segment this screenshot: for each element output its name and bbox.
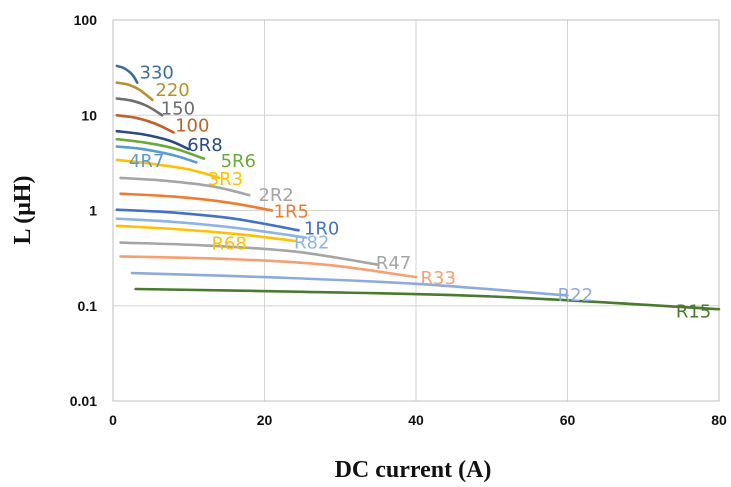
x-tick-label: 60 (560, 412, 576, 428)
series-label-2r2: 2R2 (258, 185, 293, 206)
series-line-150 (115, 97, 164, 117)
series-label-r47: R47 (376, 253, 411, 274)
series-line-r33 (119, 255, 418, 279)
x-tick-label: 40 (408, 412, 424, 428)
y-tick-label: 0.01 (70, 393, 97, 409)
series-line-r82 (115, 217, 308, 239)
series-line-1r5 (119, 192, 274, 212)
series-label-r15: R15 (676, 302, 711, 323)
series-label-6r8: 6R8 (187, 135, 222, 156)
series-label-r33: R33 (421, 268, 456, 289)
series-label-r68: R68 (211, 234, 246, 255)
series-label-1r0: 1R0 (304, 218, 339, 239)
series-label-150: 150 (161, 98, 195, 119)
series-label-r82: R82 (294, 233, 329, 254)
y-tick-label: 0.1 (78, 298, 98, 314)
series-line-5r6 (115, 137, 206, 160)
series-label-r22: R22 (558, 285, 593, 306)
x-axis-title: DC current (A) (335, 457, 492, 483)
series-line-r15 (134, 287, 721, 311)
y-tick-label: 10 (81, 107, 97, 123)
x-tick-label: 0 (109, 412, 117, 428)
series-line-r22 (130, 271, 569, 297)
y-tick-label: 1 (89, 203, 97, 219)
plot-frame (112, 19, 720, 402)
series-label-5r6: 5R6 (221, 151, 256, 172)
series-label-330: 330 (140, 63, 174, 84)
series-lines (115, 64, 721, 311)
series-line-6r8 (115, 129, 191, 151)
series-line-r47 (119, 241, 380, 266)
series-label-1r5: 1R5 (274, 201, 309, 222)
series-line-1r0 (115, 208, 300, 232)
grid-lines (112, 19, 720, 402)
x-tick-label: 20 (257, 412, 273, 428)
series-line-4r7 (115, 145, 198, 164)
series-label-3r3: 3R3 (208, 169, 243, 190)
y-axis-ticks: 0.01 0.1 1 10 100 (70, 12, 97, 409)
series-line-220 (115, 81, 154, 102)
y-axis-title: L (μH) (10, 176, 36, 245)
x-tick-label: 80 (711, 412, 727, 428)
series-line-r68 (115, 224, 297, 243)
series-line-330 (115, 64, 139, 84)
series-line-3r3 (115, 158, 221, 180)
y-tick-label: 100 (74, 12, 98, 28)
series-label-100: 100 (175, 116, 209, 137)
series-line-2r2 (119, 176, 251, 197)
series-line-100 (115, 114, 175, 134)
x-axis-ticks: 0 20 40 60 80 (109, 412, 727, 428)
series-label-220: 220 (155, 80, 189, 101)
series-label-4r7: 4R7 (129, 151, 164, 172)
